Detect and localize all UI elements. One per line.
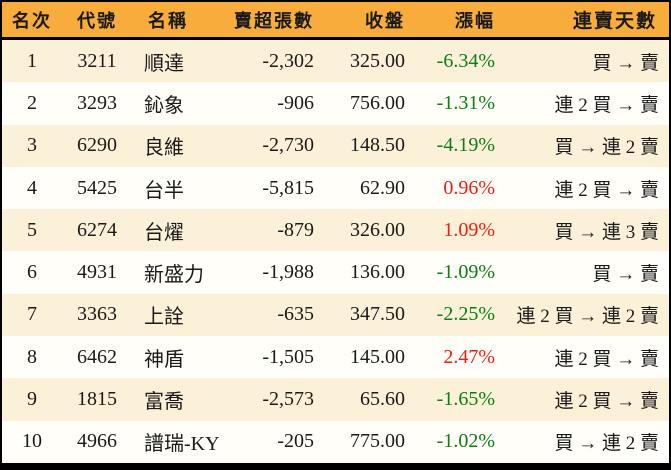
- table-row: 9 1815 富喬 -2,573 65.60 -1.65% 連 2 買 → 賣: [2, 378, 669, 421]
- cell-close: 326.00: [350, 218, 405, 241]
- table-row: 5 6274 台燿 -879 326.00 1.09% 買 → 連 3 賣: [2, 209, 669, 252]
- table-header: 名次 代號 名稱 賣超張數 收盤 漲幅 連賣天數: [2, 2, 669, 40]
- cell-net-sell: -879: [277, 218, 314, 241]
- cell-code: 6290: [77, 134, 117, 157]
- cell-code: 6274: [77, 218, 117, 241]
- table-body: 1 3211 順達 -2,302 325.00 -6.34% 買 → 賣 2 3293 鈊象 -90…: [2, 40, 669, 463]
- cell-code: 3293: [77, 91, 117, 114]
- cell-net-sell: -5,815: [262, 176, 314, 199]
- table-row: 10 4966 譜瑞-KY -205 775.00 -1.02% 買 → 連 2 賣: [2, 420, 669, 463]
- cell-change: -1.31%: [436, 91, 495, 114]
- cell-net-sell: -635: [277, 303, 314, 326]
- table-row: 3 6290 良維 -2,730 148.50 -4.19% 買 → 連 2 賣: [2, 124, 669, 167]
- cell-streak: 連 2 買 → 賣: [554, 179, 659, 201]
- cell-net-sell: -2,730: [262, 134, 314, 157]
- cell-code: 1815: [77, 388, 117, 411]
- cell-net-sell: -906: [277, 91, 314, 114]
- cell-name: 台半: [144, 179, 184, 202]
- cell-close: 148.50: [350, 134, 405, 157]
- cell-close: 347.50: [350, 303, 405, 326]
- cell-streak: 買 → 連 2 賣: [554, 137, 659, 159]
- cell-net-sell: -1,988: [262, 261, 314, 284]
- cell-rank: 1: [27, 49, 37, 72]
- table-row: 2 3293 鈊象 -906 756.00 -1.31% 連 2 買 → 賣: [2, 82, 669, 125]
- cell-close: 62.90: [360, 176, 405, 199]
- cell-close: 775.00: [350, 430, 405, 453]
- cell-close: 756.00: [350, 91, 405, 114]
- cell-streak: 買 → 連 3 賣: [554, 221, 659, 243]
- cell-code: 5425: [77, 176, 117, 199]
- cell-code: 4966: [77, 430, 117, 453]
- cell-net-sell: -2,302: [262, 49, 314, 72]
- cell-change: -1.65%: [436, 388, 495, 411]
- cell-name: 鈊象: [144, 94, 184, 117]
- cell-change: -6.34%: [436, 49, 495, 72]
- cell-rank: 7: [27, 303, 37, 326]
- header-net-sell: 賣超張數: [234, 10, 314, 31]
- cell-name: 新盛力: [144, 264, 204, 287]
- cell-name: 譜瑞-KY: [144, 433, 220, 456]
- cell-streak: 連 2 買 → 賣: [554, 94, 659, 116]
- header-change: 漲幅: [455, 10, 495, 31]
- table-row: 6 4931 新盛力 -1,988 136.00 -1.09% 買 → 賣: [2, 251, 669, 294]
- header-streak: 連賣天數: [572, 11, 657, 32]
- cell-change: -1.09%: [436, 261, 495, 284]
- cell-change: 0.96%: [443, 176, 495, 199]
- cell-code: 6462: [77, 345, 117, 368]
- cell-streak: 連 2 買 → 連 2 賣: [516, 306, 659, 328]
- cell-net-sell: -1,505: [262, 345, 314, 368]
- cell-streak: 買 → 連 2 賣: [554, 433, 659, 455]
- cell-rank: 5: [27, 218, 37, 241]
- cell-change: 2.47%: [443, 345, 495, 368]
- cell-name: 良維: [144, 137, 184, 160]
- table-row: 1 3211 順達 -2,302 325.00 -6.34% 買 → 賣: [2, 40, 669, 83]
- cell-code: 3363: [77, 303, 117, 326]
- header-close: 收盤: [365, 10, 405, 31]
- cell-rank: 8: [27, 345, 37, 368]
- cell-streak: 買 → 賣: [592, 264, 659, 286]
- table-row: 4 5425 台半 -5,815 62.90 0.96% 連 2 買 → 賣: [2, 166, 669, 210]
- cell-streak: 買 → 賣: [592, 52, 659, 74]
- table-row: 7 3363 上詮 -635 347.50 -2.25% 連 2 買 → 連 2 賣: [2, 293, 669, 337]
- cell-change: 1.09%: [443, 218, 495, 241]
- cell-streak: 連 2 買 → 賣: [554, 391, 659, 413]
- cell-change: -4.19%: [436, 134, 495, 157]
- header-name: 名稱: [148, 10, 188, 31]
- cell-close: 325.00: [350, 49, 405, 72]
- cell-rank: 2: [27, 91, 37, 114]
- cell-streak: 連 2 買 → 賣: [554, 348, 659, 370]
- header-code: 代號: [77, 10, 117, 31]
- cell-rank: 4: [27, 176, 37, 199]
- cell-change: -2.25%: [436, 303, 495, 326]
- cell-net-sell: -205: [277, 430, 314, 453]
- header-rank: 名次: [12, 10, 52, 31]
- cell-code: 3211: [77, 49, 117, 72]
- cell-name: 台燿: [144, 221, 184, 244]
- cell-net-sell: -2,573: [262, 388, 314, 411]
- cell-close: 65.60: [360, 388, 405, 411]
- cell-rank: 10: [22, 430, 42, 453]
- cell-change: -1.02%: [436, 430, 495, 453]
- cell-rank: 9: [27, 388, 37, 411]
- cell-name: 神盾: [144, 348, 184, 371]
- cell-rank: 6: [27, 261, 37, 284]
- cell-name: 順達: [144, 52, 184, 75]
- cell-close: 145.00: [350, 345, 405, 368]
- cell-code: 4931: [77, 261, 117, 284]
- table-row: 8 6462 神盾 -1,505 145.00 2.47% 連 2 買 → 賣: [2, 336, 669, 379]
- cell-name: 上詮: [144, 306, 184, 329]
- cell-rank: 3: [27, 134, 37, 157]
- cell-name: 富喬: [144, 391, 184, 414]
- cell-close: 136.00: [350, 261, 405, 284]
